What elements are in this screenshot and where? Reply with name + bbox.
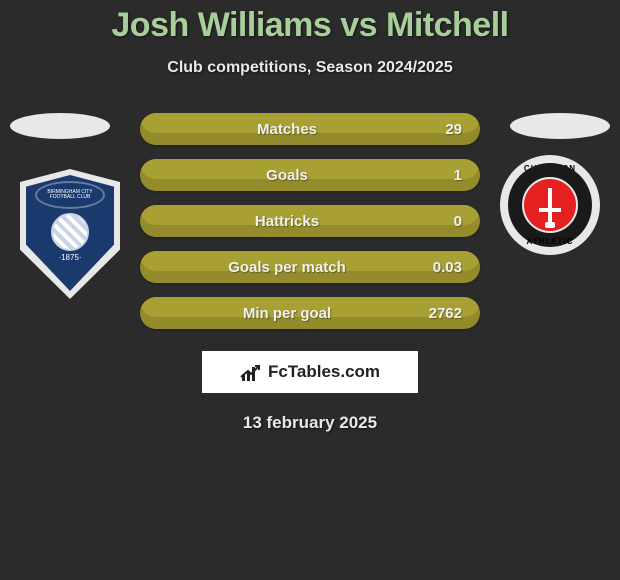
right-club-bottom-text: ATHLETIC [500,237,600,246]
left-club-logo: BIRMINGHAM CITY FOOTBALL CLUB ·1875· [20,169,120,299]
stat-row: Min per goal 2762 [140,297,480,329]
stat-value: 0 [416,213,462,230]
brand-text: FcTables.com [268,362,380,382]
stat-value: 29 [416,121,462,138]
stat-row: Hattricks 0 [140,205,480,237]
right-club-logo: CHARLTON ATHLETIC [500,155,600,255]
main-area: BIRMINGHAM CITY FOOTBALL CLUB ·1875· CHA… [0,113,620,433]
comparison-card: Josh Williams vs Mitchell Club competiti… [0,0,620,580]
date-text: 13 february 2025 [0,413,620,433]
ball-icon [51,213,89,251]
stat-label: Goals per match [158,259,416,276]
right-ellipse [510,113,610,139]
left-ellipse [10,113,110,139]
roundel-icon: CHARLTON ATHLETIC [500,155,600,255]
page-title: Josh Williams vs Mitchell [0,0,620,45]
shield-icon: BIRMINGHAM CITY FOOTBALL CLUB ·1875· [20,169,120,299]
stat-label: Min per goal [158,305,416,322]
stat-row: Goals per match 0.03 [140,251,480,283]
left-club-year: ·1875· [58,253,81,262]
stat-value: 2762 [416,305,462,322]
stat-label: Hattricks [158,213,416,230]
stat-label: Matches [158,121,416,138]
stat-row: Matches 29 [140,113,480,145]
stat-label: Goals [158,167,416,184]
bar-chart-icon [240,363,262,381]
subtitle: Club competitions, Season 2024/2025 [0,59,620,77]
stat-value: 1 [416,167,462,184]
sword-icon [548,188,552,222]
brand-box: FcTables.com [202,351,418,393]
stat-value: 0.03 [416,259,462,276]
stat-row: Goals 1 [140,159,480,191]
left-club-banner: BIRMINGHAM CITY FOOTBALL CLUB [35,181,105,209]
stat-bars: Matches 29 Goals 1 Hattricks 0 Goals per… [140,113,480,329]
